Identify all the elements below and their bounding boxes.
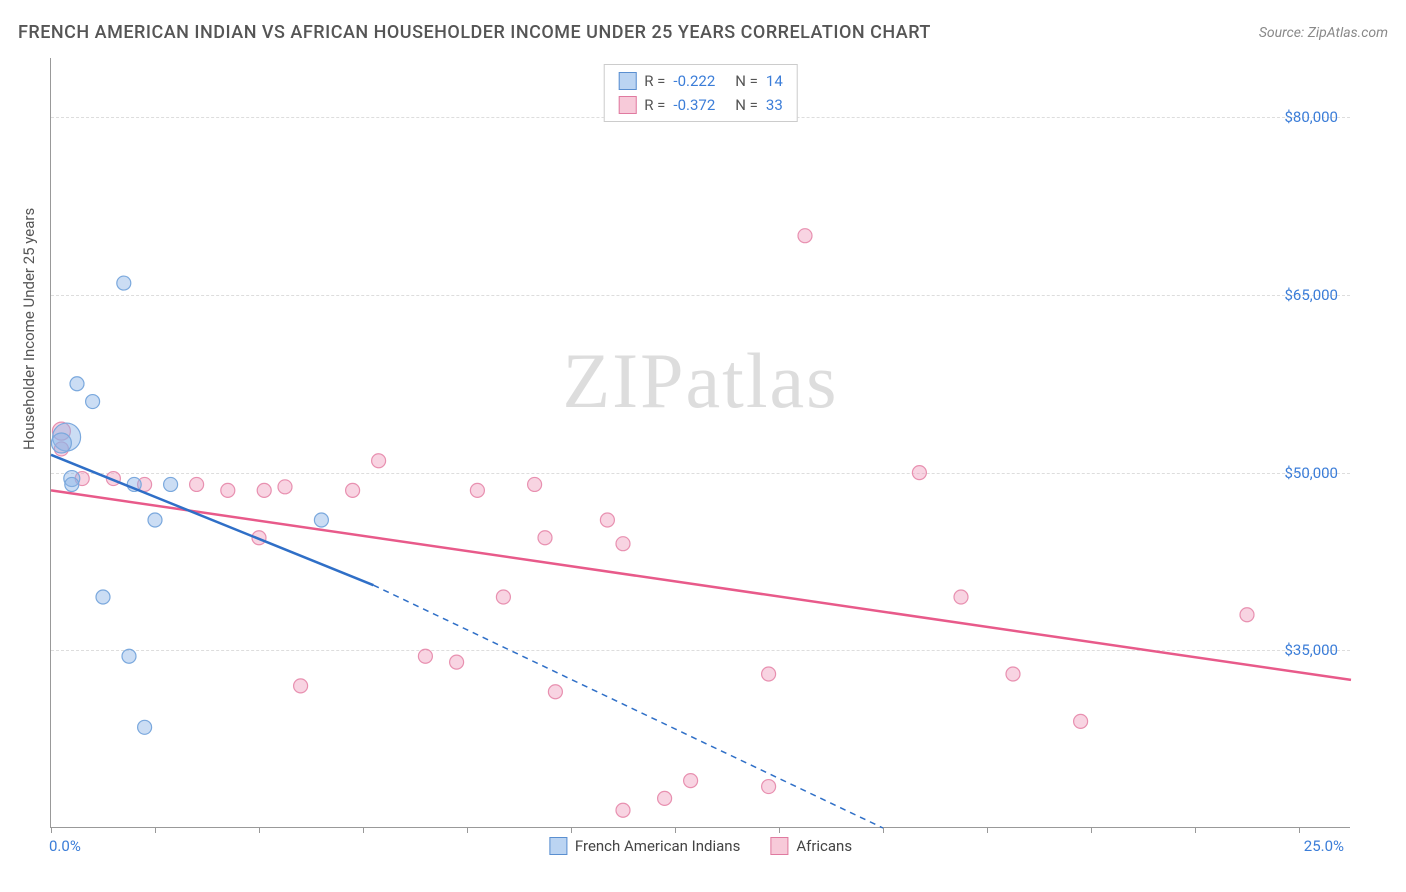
x-tick-mark — [883, 827, 884, 833]
scatter-point — [616, 803, 630, 817]
scatter-point — [148, 513, 162, 527]
x-tick-mark — [51, 827, 52, 833]
chart-header: FRENCH AMERICAN INDIAN VS AFRICAN HOUSEH… — [18, 22, 1388, 43]
scatter-point — [190, 477, 204, 491]
scatter-point — [528, 477, 542, 491]
chart-source: Source: ZipAtlas.com — [1259, 25, 1388, 41]
scatter-point — [65, 477, 79, 491]
r-value-blue: -0.222 — [673, 69, 715, 93]
x-tick-mark — [467, 827, 468, 833]
x-tick-mark — [779, 827, 780, 833]
scatter-point — [538, 531, 552, 545]
y-axis-label: Householder Income Under 25 years — [20, 208, 38, 450]
scatter-point — [1074, 714, 1088, 728]
scatter-point — [418, 649, 432, 663]
stats-row-blue: R = -0.222 N = 14 — [618, 69, 783, 93]
legend-swatch-pink-icon — [770, 837, 788, 855]
correlation-stats-box: R = -0.222 N = 14 R = -0.372 N = 33 — [603, 64, 798, 122]
n-value-blue: 14 — [766, 69, 783, 93]
scatter-point — [954, 590, 968, 604]
scatter-point — [117, 276, 131, 290]
scatter-point — [1240, 608, 1254, 622]
x-tick-mark — [155, 827, 156, 833]
scatter-point — [314, 513, 328, 527]
scatter-point — [138, 720, 152, 734]
scatter-point — [221, 483, 235, 497]
x-tick-mark — [675, 827, 676, 833]
scatter-point — [51, 433, 71, 453]
scatter-point — [278, 480, 292, 494]
scatter-point — [346, 483, 360, 497]
scatter-point — [164, 477, 178, 491]
bottom-legend: French American Indians Africans — [549, 837, 852, 855]
chart-plot-area: ZIPatlas $35,000$50,000$65,000$80,000 R … — [50, 58, 1350, 828]
x-tick-mark — [1195, 827, 1196, 833]
x-tick-mark — [363, 827, 364, 833]
scatter-point — [294, 679, 308, 693]
scatter-point — [600, 513, 614, 527]
scatter-point — [616, 537, 630, 551]
swatch-blue-icon — [618, 72, 636, 90]
stats-row-pink: R = -0.372 N = 33 — [618, 93, 783, 117]
legend-label-blue: French American Indians — [575, 837, 740, 855]
scatter-point — [470, 483, 484, 497]
r-label: R = — [644, 69, 665, 93]
x-tick-mark — [1091, 827, 1092, 833]
x-axis-min-label: 0.0% — [49, 837, 81, 855]
scatter-point — [86, 395, 100, 409]
legend-swatch-blue-icon — [549, 837, 567, 855]
n-label: N = — [735, 93, 758, 117]
r-value-pink: -0.372 — [673, 93, 715, 117]
trend-line-blue-dashed — [373, 585, 883, 828]
scatter-point — [658, 791, 672, 805]
chart-title: FRENCH AMERICAN INDIAN VS AFRICAN HOUSEH… — [18, 22, 931, 43]
scatter-point — [548, 685, 562, 699]
scatter-point — [798, 229, 812, 243]
scatter-point — [1006, 667, 1020, 681]
scatter-point — [684, 774, 698, 788]
scatter-point — [450, 655, 464, 669]
legend-item-pink: Africans — [770, 837, 852, 855]
scatter-point — [496, 590, 510, 604]
scatter-point — [762, 780, 776, 794]
x-tick-mark — [259, 827, 260, 833]
scatter-point — [122, 649, 136, 663]
scatter-plot-svg — [51, 58, 1350, 827]
x-tick-mark — [571, 827, 572, 833]
trend-line-pink — [51, 490, 1351, 680]
n-label: N = — [735, 69, 758, 93]
scatter-point — [96, 590, 110, 604]
swatch-pink-icon — [618, 96, 636, 114]
x-tick-mark — [1299, 827, 1300, 833]
n-value-pink: 33 — [766, 93, 783, 117]
scatter-point — [257, 483, 271, 497]
legend-label-pink: Africans — [796, 837, 852, 855]
scatter-point — [912, 466, 926, 480]
scatter-point — [70, 377, 84, 391]
scatter-point — [762, 667, 776, 681]
x-axis-max-label: 25.0% — [1304, 837, 1344, 855]
legend-item-blue: French American Indians — [549, 837, 740, 855]
r-label: R = — [644, 93, 665, 117]
x-tick-mark — [987, 827, 988, 833]
scatter-point — [372, 454, 386, 468]
